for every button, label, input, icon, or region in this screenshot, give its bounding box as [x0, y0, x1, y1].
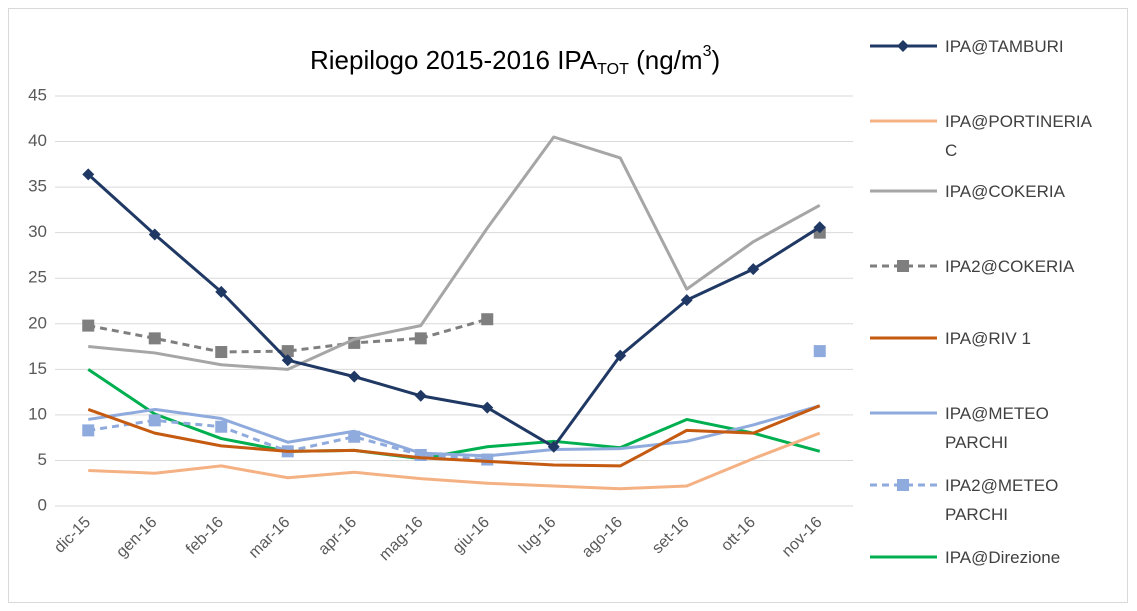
- title-subscript: TOT: [597, 61, 629, 78]
- marker: [747, 263, 760, 276]
- legend-label: IPA@TAMBURI: [945, 36, 1064, 56]
- title-main: Riepilogo 2015-2016 IPA: [310, 45, 598, 75]
- marker: [82, 168, 95, 181]
- legend-label: IPA@Direzione: [945, 547, 1061, 567]
- x-tick-label: set-16: [649, 514, 693, 558]
- series-line: [88, 233, 820, 352]
- legend-label: IPA@COKERIA: [945, 181, 1065, 201]
- series-line: [88, 431, 821, 491]
- marker: [82, 319, 95, 332]
- y-tick-label: 35: [28, 177, 47, 196]
- legend-marker: [897, 479, 909, 491]
- legend-label: IPA@PORTINERIA C: [945, 111, 1092, 160]
- x-tick-label: gen-16: [113, 514, 160, 561]
- series-line: [88, 135, 821, 371]
- y-tick-label: 10: [28, 404, 47, 423]
- marker: [215, 346, 228, 359]
- x-tick-label: ott-16: [718, 514, 759, 555]
- marker: [547, 440, 560, 453]
- marker: [680, 294, 693, 307]
- x-tick-label: ago-16: [579, 514, 626, 561]
- x-tick-label: feb-16: [183, 514, 227, 558]
- legend-label: IPA2@COKERIA: [945, 256, 1075, 276]
- x-tick-label: dic-15: [51, 514, 94, 557]
- x-tick-label: giu-16: [450, 514, 494, 558]
- marker: [215, 285, 228, 298]
- title-unit-end: ): [711, 45, 720, 75]
- marker: [813, 221, 826, 234]
- marker: [481, 313, 494, 326]
- legend-label: IPA2@METEO PARCHI: [945, 475, 1059, 524]
- marker: [414, 332, 427, 345]
- legend-marker: [897, 40, 909, 52]
- series-line: [88, 404, 821, 458]
- series-line: [87, 173, 821, 449]
- y-tick-label: 20: [28, 313, 47, 332]
- legend-marker: [897, 260, 909, 272]
- y-tick-label: 5: [38, 450, 47, 469]
- marker: [215, 420, 228, 433]
- x-tick-label: apr-16: [315, 514, 360, 559]
- title-superscript: 3: [703, 43, 712, 60]
- y-tick-label: 30: [28, 222, 47, 241]
- x-tick-label: lug-16: [516, 514, 560, 558]
- marker: [813, 345, 826, 358]
- marker: [82, 424, 95, 437]
- marker: [148, 332, 161, 345]
- chart-border: [8, 8, 1128, 603]
- series-line: [87, 404, 821, 468]
- marker: [148, 228, 161, 241]
- marker: [281, 345, 294, 358]
- legend-label: IPA@METEO PARCHI: [945, 403, 1049, 452]
- y-tick-label: 25: [28, 268, 47, 287]
- x-tick-label: nov-16: [779, 514, 826, 561]
- legend-label: IPA@RIV 1: [945, 328, 1031, 348]
- marker: [348, 370, 361, 383]
- title-unit: (ng/m: [629, 45, 703, 75]
- y-tick-label: 40: [28, 131, 47, 150]
- x-tick-label: mar-16: [246, 514, 294, 562]
- series-line: [87, 368, 821, 461]
- chart-title: Riepilogo 2015-2016 IPATOT (ng/m3): [310, 43, 720, 78]
- marker: [281, 354, 294, 367]
- x-tick-label: mag-16: [376, 514, 426, 564]
- series-line: [88, 351, 820, 459]
- y-tick-label: 0: [38, 495, 47, 514]
- marker: [614, 349, 627, 362]
- marker: [414, 389, 427, 402]
- y-tick-label: 45: [28, 85, 47, 104]
- y-tick-label: 15: [28, 359, 47, 378]
- marker: [481, 401, 494, 414]
- marker: [148, 414, 161, 427]
